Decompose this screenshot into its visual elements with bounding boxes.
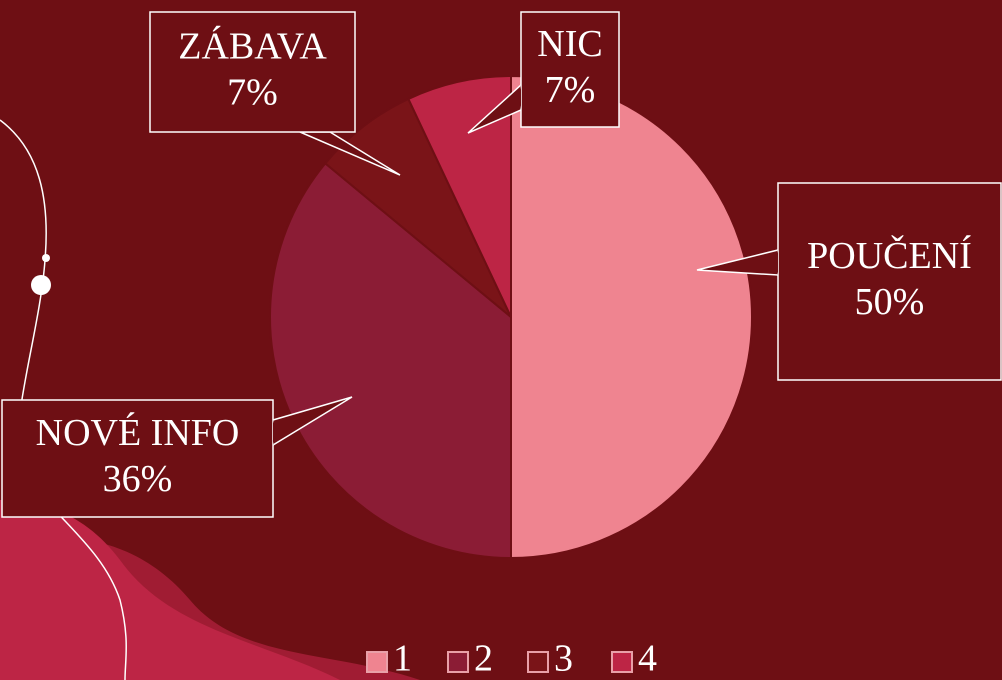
data-label-value: 7% bbox=[227, 72, 278, 114]
callout-joint bbox=[518, 85, 521, 110]
pie-slice bbox=[510, 74, 753, 560]
callout-box bbox=[777, 182, 1002, 381]
data-label-value: 50% bbox=[855, 281, 925, 323]
legend-swatch bbox=[447, 651, 469, 673]
legend-label: 3 bbox=[554, 638, 573, 680]
callout-joint bbox=[273, 420, 277, 445]
callout-box bbox=[149, 11, 356, 133]
data-label-value: 7% bbox=[545, 69, 596, 111]
callout-joint bbox=[773, 250, 778, 275]
data-label-name: NOVÉ INFO bbox=[36, 412, 240, 454]
data-label-name: NIC bbox=[537, 23, 602, 65]
data-label-name: POUČENÍ bbox=[807, 235, 972, 277]
pie-slice bbox=[323, 97, 512, 318]
legend-label: 4 bbox=[638, 638, 657, 680]
pie-slice bbox=[407, 74, 512, 318]
data-label-name: ZÁBAVA bbox=[178, 26, 327, 68]
legend-label: 1 bbox=[393, 638, 412, 680]
legend: 1 2 3 4 bbox=[366, 638, 657, 680]
pie bbox=[269, 74, 753, 560]
callout-box bbox=[520, 11, 620, 128]
data-label-value: 36% bbox=[103, 458, 173, 500]
legend-label: 2 bbox=[474, 638, 493, 680]
legend-swatch bbox=[611, 651, 633, 673]
callout-box bbox=[1, 399, 274, 518]
legend-swatch bbox=[527, 651, 549, 673]
legend-swatch bbox=[366, 651, 388, 673]
